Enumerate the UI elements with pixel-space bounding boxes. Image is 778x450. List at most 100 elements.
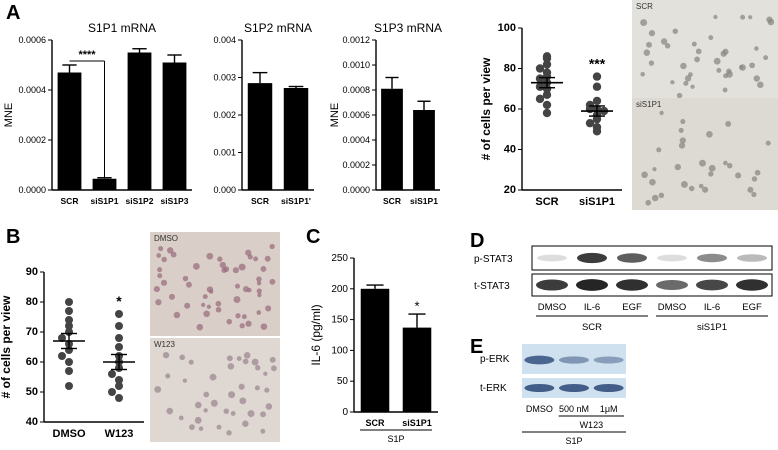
blot-band <box>577 252 607 264</box>
micrograph-sis1p1-label: siS1P1 <box>636 100 662 109</box>
cell-dot <box>708 171 714 177</box>
data-point <box>65 358 73 366</box>
blot-row-label: p-ERK <box>480 354 510 365</box>
data-point <box>65 367 73 375</box>
cell-dot <box>269 356 276 363</box>
cell-dot <box>256 280 262 286</box>
panel-letter-c: C <box>306 226 321 248</box>
cell-dot <box>226 430 232 436</box>
y-tick-label: 0.0000 <box>342 185 370 195</box>
cell-dot <box>695 48 702 55</box>
cell-dot <box>165 373 171 379</box>
cell-dot <box>236 356 242 362</box>
panel-letter-e: E <box>470 336 484 358</box>
blot-row-label: t-ERK <box>480 383 507 394</box>
cell-dot <box>658 192 665 199</box>
blot-band <box>617 253 647 263</box>
cell-dot <box>648 60 655 66</box>
y-tick-label: 0.0006 <box>18 35 46 45</box>
cell-dot <box>264 255 271 262</box>
blot-band <box>657 254 687 262</box>
data-point <box>115 394 123 402</box>
cell-dot <box>679 137 686 144</box>
scr-vs-sis1p1-cells-scatter: 20 40 60 80 100 # of cells per view SCR siS1P1 *… <box>479 22 622 208</box>
cell-dot <box>260 411 266 418</box>
cell-dot <box>215 306 222 313</box>
group-label: W123 <box>580 420 604 430</box>
data-point <box>592 96 602 106</box>
cell-dot <box>206 286 214 293</box>
data-point <box>115 334 123 342</box>
y-tick-label: 0.004 <box>213 35 236 45</box>
x-category-label: SCR <box>251 196 269 206</box>
cell-dots <box>154 351 277 436</box>
cell-dot <box>751 176 758 182</box>
cell-dot <box>754 46 759 51</box>
cell-dot <box>722 87 728 93</box>
s1p2-mrna-chart: 0.000 0.001 0.002 0.003 0.004 S1P2 mRNA SCR siS… <box>213 21 314 206</box>
cell-dot <box>245 320 252 327</box>
cell-dot <box>698 183 704 189</box>
data-point <box>542 84 552 93</box>
cell-dot <box>155 299 162 306</box>
y-tick-label: 0.003 <box>213 73 236 83</box>
cell-dot <box>233 296 241 304</box>
blot-band <box>524 384 555 392</box>
cell-dot <box>757 81 764 89</box>
cell-dot <box>223 266 230 273</box>
lane-label: IL-6 <box>584 302 600 313</box>
cell-dot <box>256 288 262 294</box>
data-point <box>108 388 116 396</box>
cell-dot <box>708 35 714 41</box>
blot-band <box>593 356 624 364</box>
data-point <box>542 100 552 110</box>
cell-dot <box>173 311 181 319</box>
cell-dot <box>651 194 659 202</box>
lane-label: EGF <box>622 302 642 313</box>
x-category-label: siS1P3 <box>161 196 189 206</box>
cell-dot <box>722 48 729 55</box>
cell-dot <box>157 267 163 273</box>
cell-dot <box>652 167 657 172</box>
cell-dot <box>247 410 255 418</box>
cell-dot <box>748 15 753 20</box>
cell-dot <box>238 383 245 390</box>
cell-dot <box>256 276 262 282</box>
data-point <box>65 298 73 306</box>
y-tick-label: 50 <box>26 386 38 398</box>
bar <box>413 110 435 190</box>
cell-dot <box>178 415 184 421</box>
blot-band <box>537 254 567 262</box>
cell-dot <box>256 310 262 315</box>
y-axis-label: MNE <box>329 103 341 127</box>
chart-title: S1P3 mRNA <box>374 21 442 35</box>
x-category-label: siS1P2 <box>126 196 154 206</box>
blot-row-label: p-STAT3 <box>474 254 513 265</box>
cell-dot <box>716 67 722 73</box>
cell-dot <box>640 19 648 27</box>
cell-dot <box>683 80 689 86</box>
bar <box>127 52 152 190</box>
cell-dot <box>680 62 687 70</box>
blot-band <box>737 254 767 262</box>
data-point <box>535 82 545 91</box>
y-tick-label: 90 <box>26 266 38 278</box>
cell-dot <box>265 305 272 312</box>
cell-dot <box>726 68 732 74</box>
lane-label: IL-6 <box>704 302 720 313</box>
cell-dot <box>691 41 697 47</box>
cell-dot <box>166 407 173 415</box>
cell-dot <box>238 263 246 271</box>
cell-dot <box>749 62 755 69</box>
y-tick-label: 0.000 <box>213 185 236 195</box>
blot-band <box>559 384 589 392</box>
cell-dot <box>751 191 757 198</box>
bar <box>247 83 273 190</box>
lane-label: DMSO <box>658 302 687 313</box>
data-point <box>535 74 545 83</box>
y-tick-label: 200 <box>331 284 348 295</box>
y-tick-label: 100 <box>498 22 516 34</box>
cell-dot <box>271 365 277 372</box>
y-tick-label: 80 <box>504 63 516 75</box>
cell-dot <box>678 142 686 149</box>
